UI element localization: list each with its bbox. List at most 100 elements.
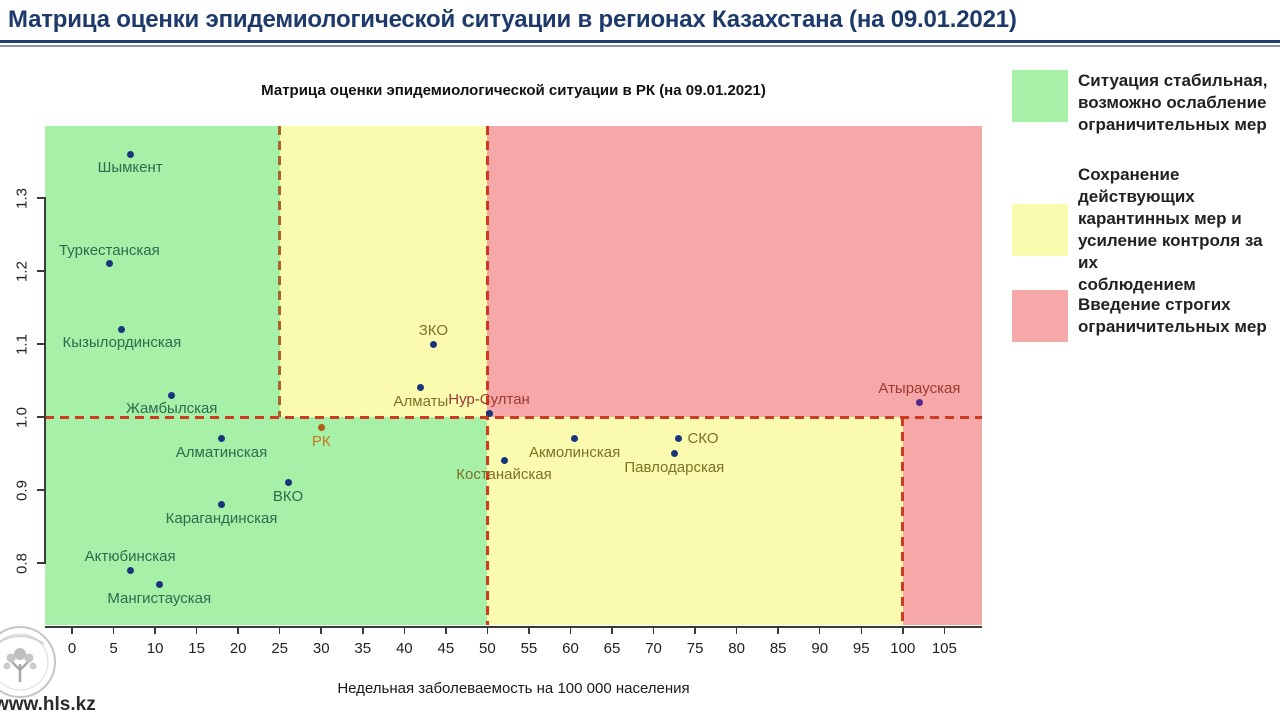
x-tick-label: 20: [229, 640, 247, 657]
x-tick: [943, 627, 946, 634]
point-label: Атырауская: [878, 380, 961, 398]
x-tick-label: 15: [188, 640, 205, 657]
y-tick-label: 0.9: [13, 480, 31, 501]
legend-label: Введение строгих ограничительных мер: [1078, 295, 1267, 336]
data-point: [284, 479, 292, 487]
data-point: [126, 566, 134, 574]
x-tick-label: 10: [146, 640, 164, 657]
legend-swatch: [1012, 204, 1068, 256]
data-point: [317, 424, 325, 432]
data-point: [126, 150, 134, 158]
x-axis-line: [45, 626, 982, 628]
x-tick: [486, 627, 489, 634]
critical-rt-line: [45, 415, 982, 419]
zone-yellow-above: [279, 126, 488, 417]
point-label: ВКО: [272, 487, 304, 505]
x-tick: [445, 627, 447, 634]
point-label: СКО: [687, 429, 719, 447]
legend-item: Сохранение действующих карантинных мер и…: [1012, 164, 1280, 296]
data-point: [105, 260, 113, 268]
title-underline-bottom: [0, 45, 1280, 47]
x-tick: [777, 627, 779, 634]
point-label: Кызылординская: [62, 334, 182, 352]
y-tick: [37, 489, 44, 491]
x-tick-label: 30: [312, 640, 330, 657]
legend-label: Сохранение действующих карантинных мер и…: [1078, 165, 1263, 294]
x-axis-caption: Недельная заболеваемость на 100 000 насе…: [337, 680, 690, 697]
y-tick-label: 0.8: [13, 553, 31, 574]
threshold-line-100: [901, 417, 905, 625]
data-point: [155, 581, 163, 589]
x-tick-label: 60: [562, 640, 579, 657]
page-title: Матрица оценки эпидемиологической ситуац…: [8, 6, 1017, 33]
legend-label: Ситуация стабильная, возможно ослабление…: [1078, 71, 1268, 134]
legend: Ситуация стабильная, возможно ослабление…: [1012, 0, 1280, 400]
zone-green-below: [45, 417, 488, 625]
point-label: Нур-Султан: [448, 391, 530, 409]
x-tick-label: 65: [603, 640, 621, 657]
data-point: [417, 384, 425, 392]
x-tick: [237, 627, 239, 634]
legend-swatch: [1012, 290, 1068, 342]
point-label: Алматинская: [175, 443, 268, 461]
x-tick: [902, 627, 904, 634]
threshold-line-25: [278, 126, 282, 417]
x-tick-label: 85: [769, 640, 787, 657]
zone-red-above: [487, 126, 982, 417]
x-tick-label: 90: [811, 640, 829, 657]
y-tick: [37, 197, 44, 199]
y-tick-label: 1.3: [13, 188, 31, 209]
x-tick: [403, 627, 406, 634]
x-tick-label: 70: [645, 640, 662, 657]
point-label: Костанайская: [456, 465, 552, 483]
title-underline-top: [0, 40, 1280, 43]
data-point: [670, 450, 678, 457]
legend-item: Ситуация стабильная, возможно ослабление…: [1012, 70, 1268, 136]
point-label: ЗКО: [418, 322, 449, 339]
x-tick: [278, 627, 281, 634]
x-tick-label: 55: [520, 640, 538, 657]
x-tick: [652, 627, 655, 634]
data-point: [218, 501, 226, 509]
point-label: РК: [311, 432, 331, 450]
x-tick-label: 100: [890, 640, 916, 657]
data-point: [674, 435, 682, 443]
point-label: Жамбылская: [125, 400, 218, 418]
x-tick: [611, 627, 613, 634]
data-point: [500, 457, 508, 465]
point-label: Туркестанская: [58, 241, 160, 259]
x-tick: [569, 627, 572, 634]
point-label: Мангистауская: [107, 589, 212, 607]
data-point: [485, 409, 493, 417]
x-tick-label: 35: [354, 640, 372, 657]
point-label: Акмолинская: [529, 443, 621, 461]
y-tick-label: 1.1: [13, 334, 31, 355]
x-tick: [694, 627, 696, 634]
data-point: [571, 435, 579, 443]
y-tick: [37, 343, 44, 345]
x-tick-label: 75: [686, 640, 704, 657]
x-tick: [362, 627, 364, 634]
x-tick: [860, 627, 862, 634]
x-tick: [818, 627, 821, 634]
y-tick: [37, 270, 44, 272]
x-tick-label: 40: [395, 640, 413, 657]
x-tick-label: 25: [271, 640, 289, 657]
x-tick: [154, 627, 156, 634]
x-tick-label: 50: [479, 640, 496, 657]
x-tick-label: 5: [109, 640, 118, 657]
hls-tree-logo-icon: [0, 626, 56, 698]
x-tick: [528, 627, 530, 634]
chart-title: Матрица оценки эпидемиологической ситуац…: [261, 82, 766, 99]
x-tick: [112, 627, 115, 634]
zone-yellow-below: [487, 417, 903, 625]
x-tick-label: 95: [852, 640, 870, 657]
x-tick-label: 45: [437, 640, 455, 657]
y-axis-line: [44, 197, 46, 564]
x-tick: [320, 627, 322, 634]
point-label: Шымкент: [97, 159, 163, 177]
y-tick: [37, 562, 44, 564]
data-point: [429, 340, 437, 348]
x-tick: [195, 627, 198, 634]
